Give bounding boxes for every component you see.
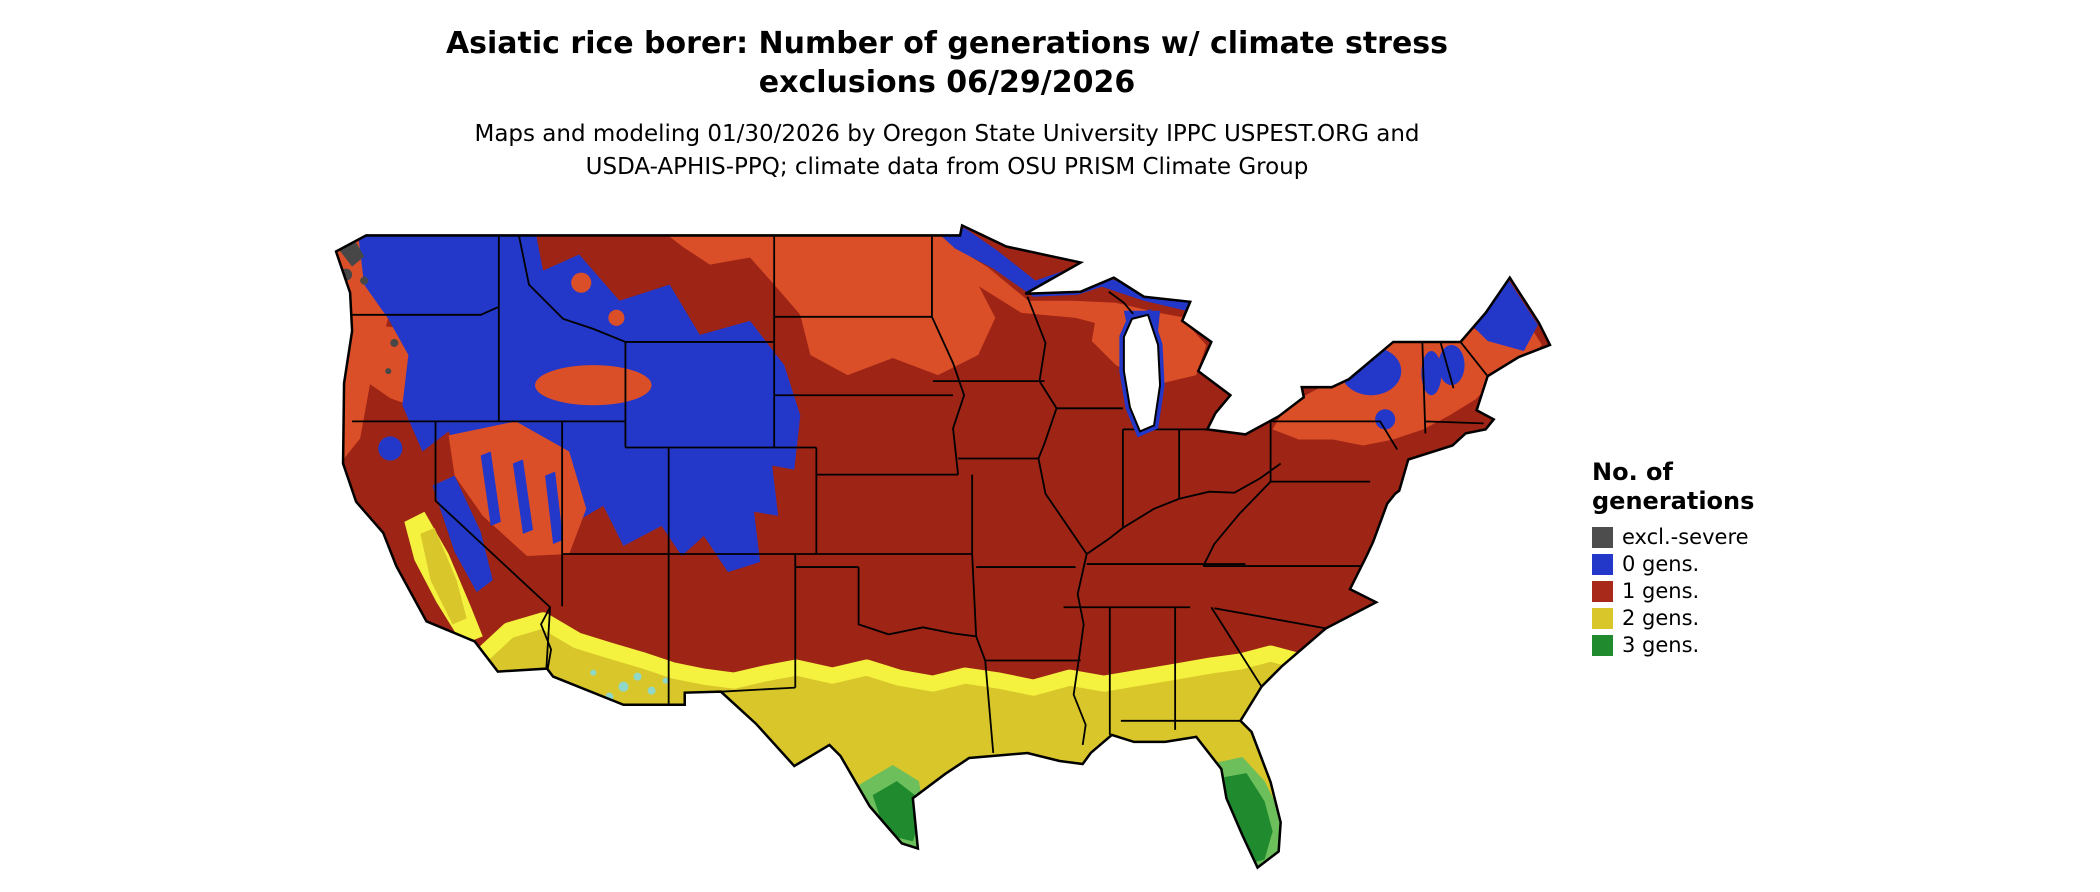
- map-subtitle-line2: USDA-APHIS-PPQ; climate data from OSU PR…: [585, 154, 1309, 180]
- legend-item-1-gens: 1 gens.: [1592, 580, 1754, 603]
- map-subtitle: Maps and modeling 01/30/2026 by Oregon S…: [0, 118, 1894, 184]
- legend-label-2-gens: 2 gens.: [1622, 606, 1700, 630]
- region-0-gens-mountain-stripes: [480, 451, 564, 544]
- map-title: Asiatic rice borer: Number of generation…: [0, 24, 1894, 102]
- legend-title: No. of generations: [1592, 458, 1754, 516]
- legend-swatch-excl-severe: [1592, 527, 1613, 548]
- us-outline: [334, 223, 1552, 870]
- us-generations-map: [334, 223, 1552, 870]
- legend-item-2-gens: 2 gens.: [1592, 607, 1754, 630]
- legend-label-0-gens: 0 gens.: [1622, 552, 1700, 576]
- legend-swatch-1-gens: [1592, 581, 1613, 602]
- legend-title-line1: No. of: [1592, 458, 1673, 486]
- legend-label-3-gens: 3 gens.: [1622, 633, 1700, 657]
- legend-swatch-3-gens: [1592, 635, 1613, 656]
- region-teal-specks: [590, 669, 669, 701]
- lake-michigan: [1122, 313, 1162, 433]
- map-subtitle-line1: Maps and modeling 01/30/2026 by Oregon S…: [474, 121, 1420, 147]
- map-title-line1: Asiatic rice borer: Number of generation…: [445, 26, 1449, 61]
- legend-label-excl-severe: excl.-severe: [1622, 525, 1749, 549]
- region-2-gens-bright-edge: [472, 612, 1305, 696]
- map-title-line2: exclusions 06/29/2026: [758, 65, 1136, 100]
- legend: No. of generations excl.-severe 0 gens. 1…: [1592, 458, 1754, 661]
- header: Asiatic rice borer: Number of generation…: [0, 24, 1894, 184]
- legend-item-3-gens: 3 gens.: [1592, 634, 1754, 657]
- legend-swatch-2-gens: [1592, 608, 1613, 629]
- legend-item-0-gens: 0 gens.: [1592, 553, 1754, 576]
- map-figure: [330, 222, 1556, 886]
- region-2-gens-central-valley-core: [420, 527, 467, 625]
- state-borders: [350, 235, 1489, 754]
- legend-item-excl-severe: excl.-severe: [1592, 526, 1754, 549]
- legend-label-1-gens: 1 gens.: [1622, 579, 1700, 603]
- legend-swatch-0-gens: [1592, 554, 1613, 575]
- region-3-gens: [872, 773, 1273, 864]
- legend-title-line2: generations: [1592, 487, 1755, 515]
